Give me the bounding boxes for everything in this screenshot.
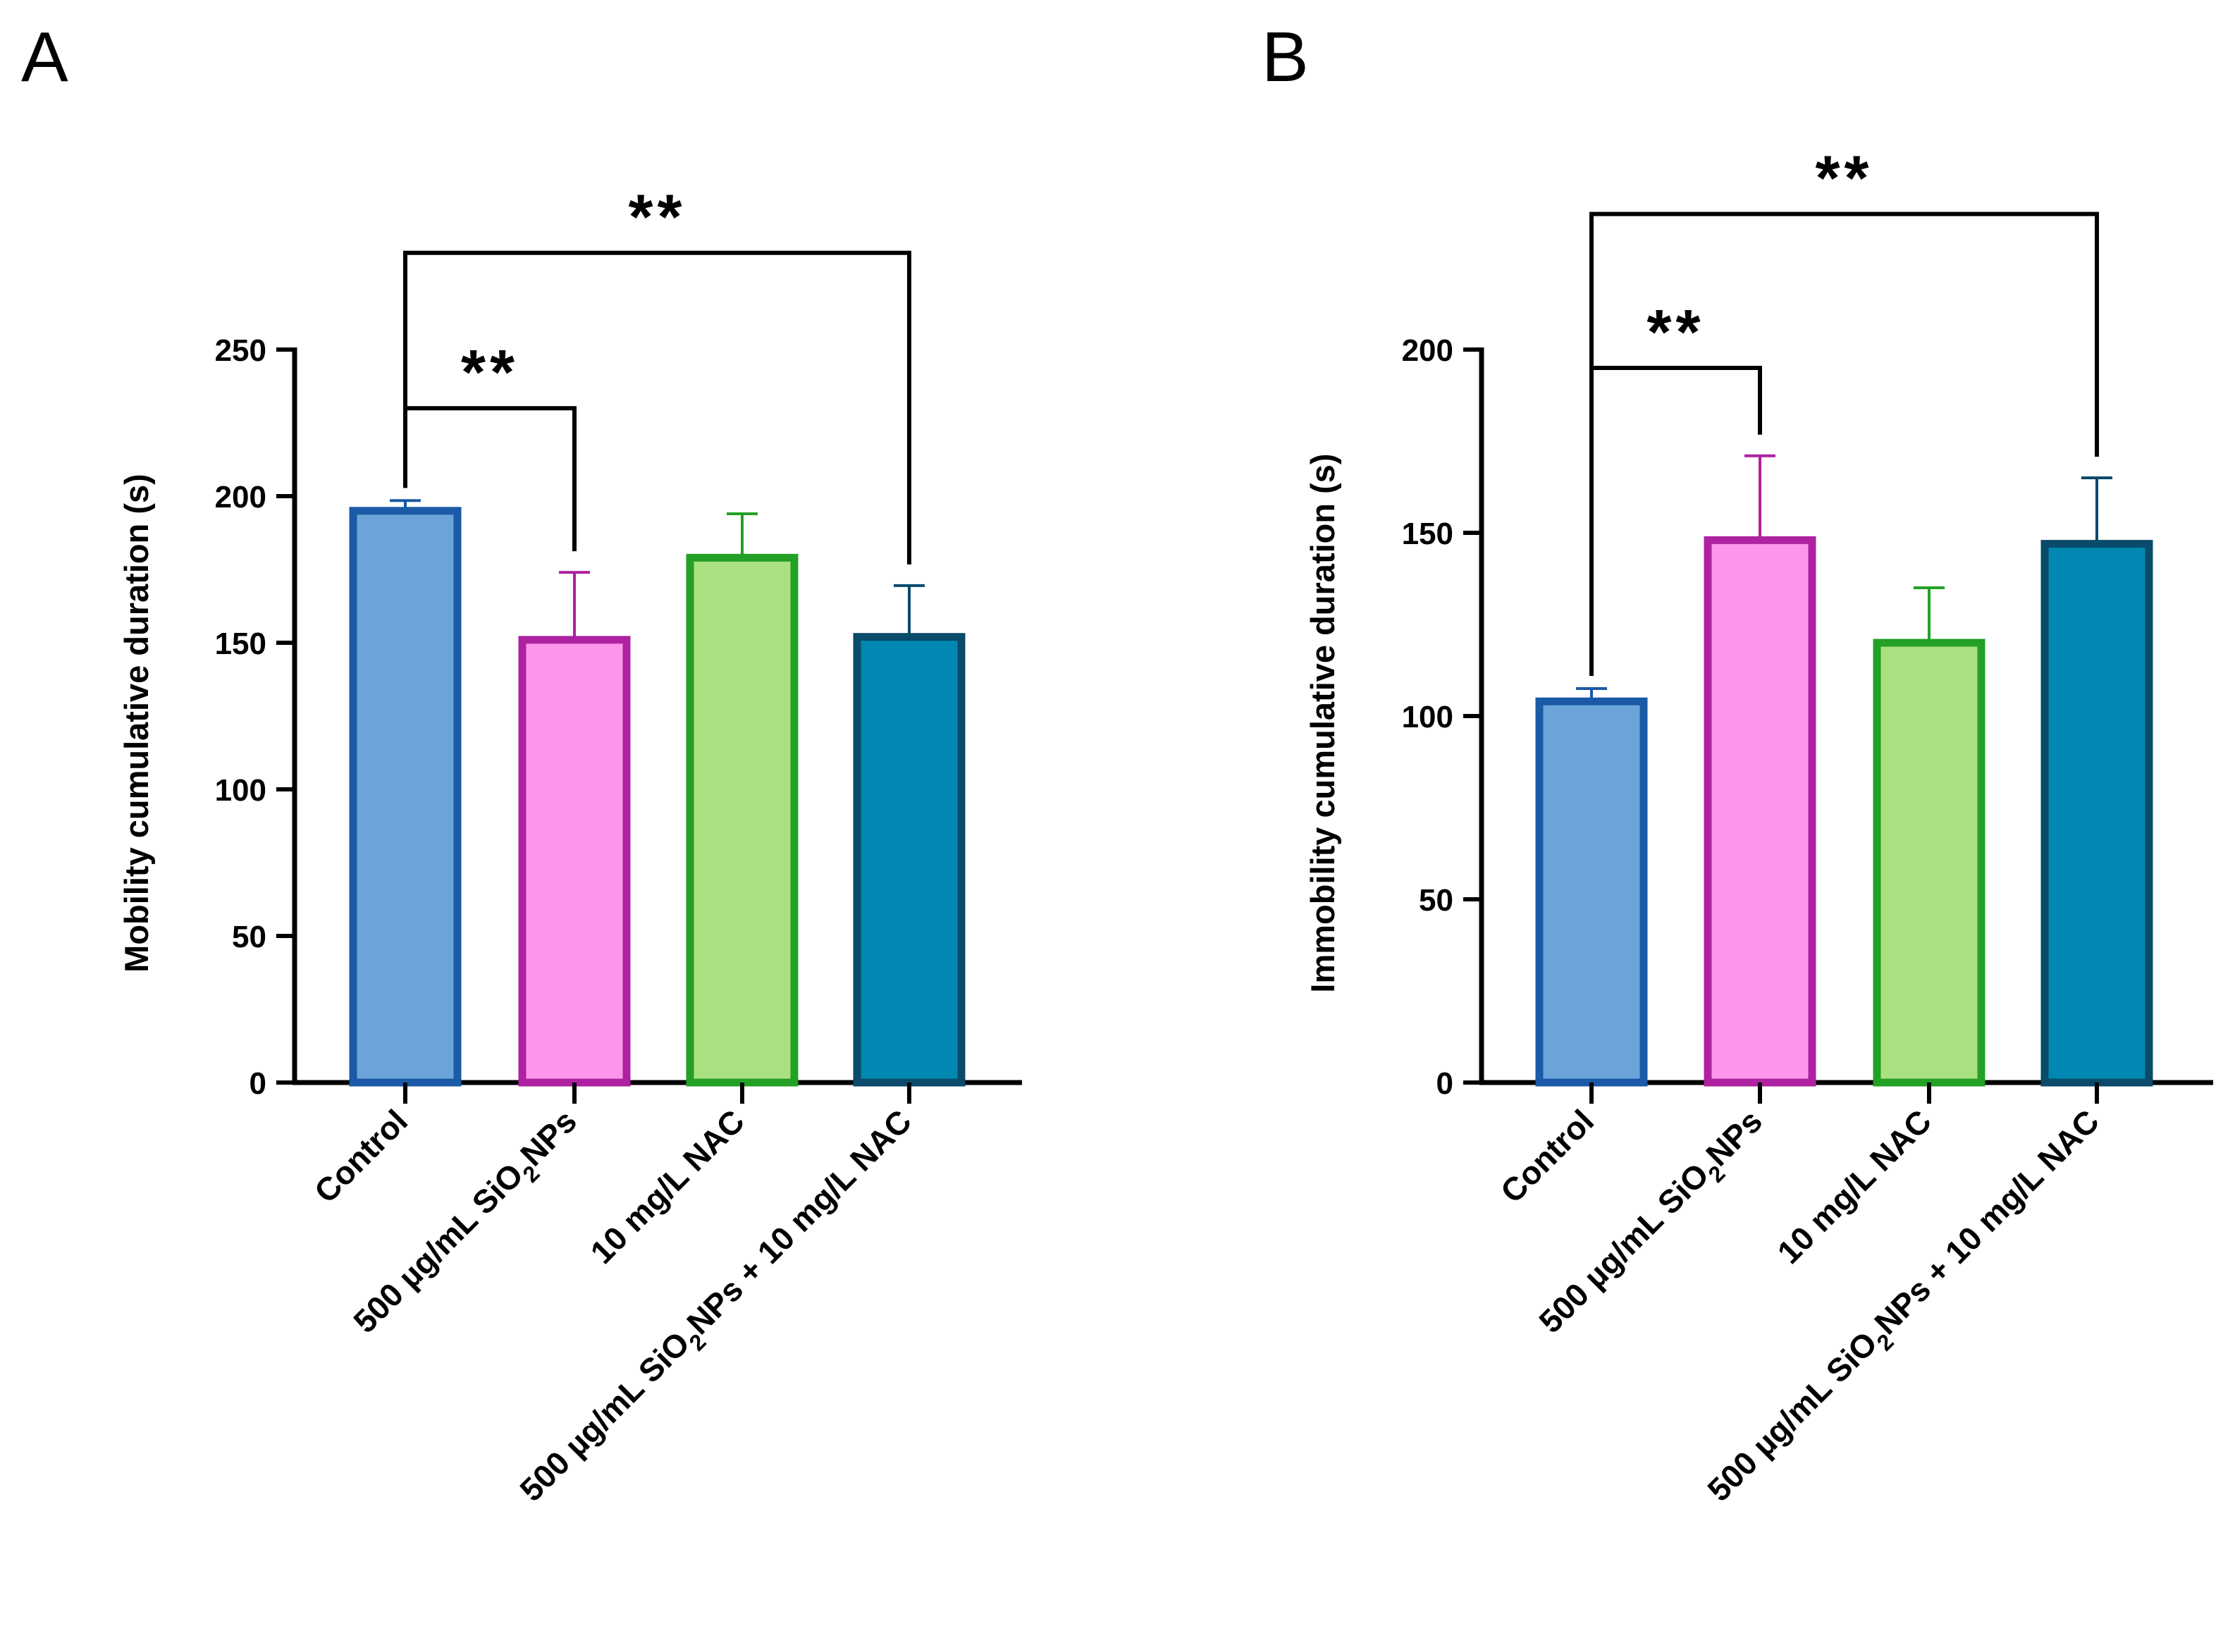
bar <box>349 507 462 1087</box>
significance-label: ** <box>1815 144 1873 214</box>
y-tick-label: 0 <box>250 1066 266 1101</box>
y-axis-title: Mobility cumulative duration (s) <box>118 474 155 973</box>
panel-b-letter: B <box>1262 18 1309 97</box>
significance-bracket <box>1589 211 2099 676</box>
x-tick-label: 500 µg/mL SiO2NPs + 10 mg/L NAC <box>1700 1102 2112 1514</box>
x-tick-label: 500 µg/mL SiO2NPs + 10 mg/L NAC <box>512 1102 924 1514</box>
y-tick-label: 50 <box>1419 883 1453 918</box>
y-tick-label: 200 <box>1402 333 1453 368</box>
bar <box>853 633 966 1087</box>
significance-label: ** <box>461 338 519 408</box>
y-tick-label: 0 <box>1436 1066 1453 1101</box>
bar <box>686 553 799 1087</box>
y-tick-label: 200 <box>215 480 266 514</box>
significance-bracket <box>403 250 911 565</box>
bar <box>1704 536 1816 1087</box>
y-tick-label: 150 <box>1402 517 1453 551</box>
bar <box>1873 639 1985 1087</box>
x-tick-label: Control <box>307 1102 414 1209</box>
x-tick-label: 10 mg/L NAC <box>1770 1102 1938 1271</box>
bar <box>1535 697 1648 1087</box>
y-tick-label: 150 <box>215 627 266 661</box>
panel-a: A 0 50 100 150 200 250 Mobility cumulative dur… <box>21 18 1022 1514</box>
significance-label: ** <box>628 183 686 253</box>
bar <box>2040 540 2153 1087</box>
y-tick-label: 50 <box>232 920 266 954</box>
significance-label: ** <box>1646 297 1704 368</box>
y-tick-label: 250 <box>215 333 266 368</box>
bar <box>518 636 631 1087</box>
y-axis-title: Immobility cumulative duration (s) <box>1304 453 1341 992</box>
y-tick-label: 100 <box>1402 700 1453 734</box>
panel-b: B 0 50 100 150 200 Immobility cumulative dura… <box>1262 18 2213 1514</box>
panel-a-letter: A <box>21 18 68 97</box>
x-tick-label: Control <box>1494 1102 1601 1209</box>
y-tick-label: 100 <box>215 773 266 808</box>
x-tick-label: 10 mg/L NAC <box>583 1102 751 1271</box>
